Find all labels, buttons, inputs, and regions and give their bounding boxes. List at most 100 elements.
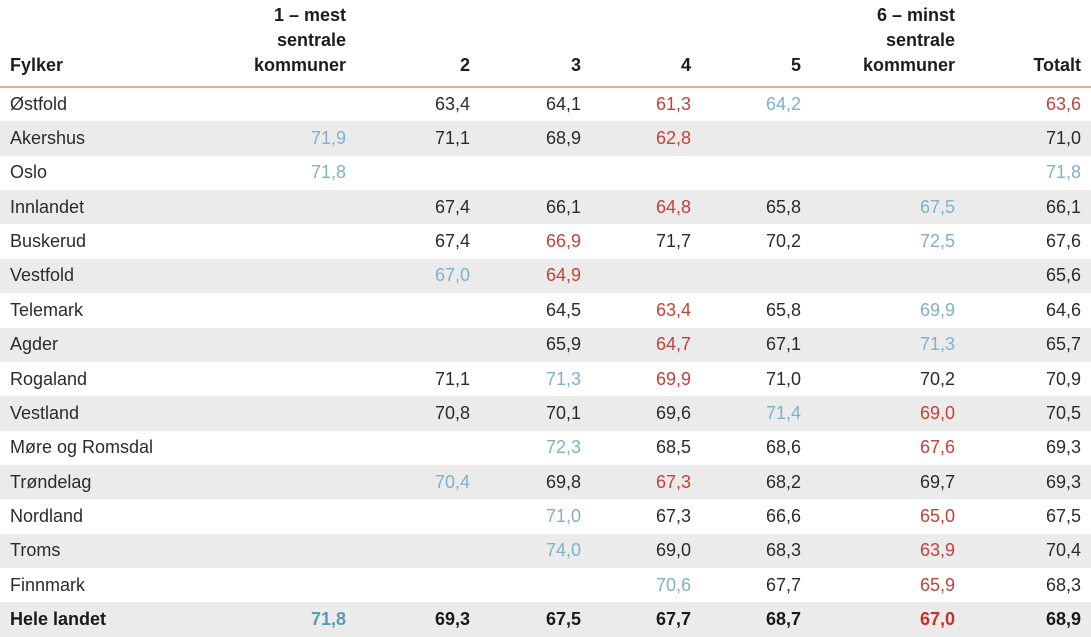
cell-totalt: 70,4	[1045, 540, 1081, 561]
cell-c4: 68,5	[655, 437, 691, 458]
cell-c5	[691, 121, 801, 155]
cell-c5: 67,1	[765, 334, 801, 355]
cell-c3: 65,9	[545, 334, 581, 355]
row-label-fylke: Buskerud	[10, 231, 87, 252]
cell-c1: 71,8	[310, 162, 346, 183]
cell-c2: 67,0	[434, 265, 470, 286]
table-row: Vestland 70,8 70,1 69,6 71,4 69,0 70,5	[0, 396, 1091, 431]
cell-c1	[200, 431, 346, 465]
cell-c5	[691, 156, 801, 190]
cell-c4: 69,0	[655, 540, 691, 561]
table-row: Finnmark 70,6 67,7 65,9 68,3	[0, 568, 1091, 602]
cell-c6: 70,2	[919, 368, 955, 389]
table-row: Troms 74,0 69,0 68,3 63,9 70,4	[0, 533, 1091, 569]
table-row: Innlandet 67,4 66,1 64,8 65,8 67,5 66,1	[0, 190, 1091, 225]
cell-c6: 69,9	[919, 299, 955, 320]
table-row: Akershus 71,9 71,1 68,9 62,8 71,0	[0, 121, 1091, 156]
cell-c4: 71,7	[655, 231, 691, 252]
table-row: Hele landet 71,8 69,3 67,5 67,7 68,7 67,0 68,9	[0, 602, 1091, 637]
cell-c1	[200, 328, 346, 362]
cell-totalt: 69,3	[1045, 437, 1081, 458]
row-label-fylke: Agder	[10, 334, 59, 355]
cell-c1	[200, 293, 346, 327]
cell-c6: 69,7	[919, 471, 955, 492]
cell-totalt: 70,9	[1045, 368, 1081, 389]
cell-c5: 68,3	[765, 540, 801, 561]
cell-totalt: 70,5	[1045, 402, 1081, 423]
cell-c1	[200, 499, 346, 533]
table-row: Agder 65,9 64,7 67,1 71,3 65,7	[0, 327, 1091, 362]
cell-totalt: 65,7	[1045, 334, 1081, 355]
cell-c4	[581, 156, 691, 190]
cell-c3: 66,1	[545, 196, 581, 217]
cell-c4: 64,8	[655, 196, 691, 217]
column-header-4: 4	[581, 0, 691, 88]
cell-c3: 71,0	[545, 505, 581, 526]
cell-c2: 69,3	[434, 609, 470, 630]
cell-c4: 67,3	[655, 471, 691, 492]
cell-c1	[200, 362, 346, 396]
cell-c3: 66,9	[545, 231, 581, 252]
cell-c4: 69,6	[655, 402, 691, 423]
table-row: Oslo 71,8 71,8	[0, 156, 1091, 190]
cell-c5: 68,7	[765, 609, 801, 630]
cell-c1	[200, 534, 346, 568]
cell-c6	[801, 121, 955, 155]
row-label-fylke: Innlandet	[10, 196, 85, 217]
cell-c5: 70,2	[765, 231, 801, 252]
cell-c2: 71,1	[434, 368, 470, 389]
cell-totalt: 71,0	[1045, 128, 1081, 149]
cell-c5: 71,0	[765, 368, 801, 389]
row-label-fylke: Nordland	[10, 505, 84, 526]
cell-c4: 63,4	[655, 299, 691, 320]
cell-c6: 71,3	[919, 334, 955, 355]
table-row: Østfold 63,4 64,1 61,3 64,2 63,6	[0, 87, 1091, 121]
cell-totalt: 64,6	[1045, 299, 1081, 320]
cell-c4: 67,3	[655, 505, 691, 526]
cell-c4: 67,7	[655, 609, 691, 630]
row-label-fylke: Finnmark	[10, 574, 86, 595]
column-header-3: 3	[470, 0, 581, 88]
cell-c3	[470, 156, 581, 190]
table-row: Telemark 64,5 63,4 65,8 69,9 64,6	[0, 293, 1091, 327]
cell-c2	[346, 293, 470, 327]
cell-c6: 65,0	[919, 505, 955, 526]
cell-c3: 64,9	[545, 265, 581, 286]
cell-c4: 69,9	[655, 368, 691, 389]
cell-c1	[200, 396, 346, 430]
cell-totalt: 67,6	[1045, 231, 1081, 252]
cell-c6: 69,0	[919, 402, 955, 423]
cell-c6	[801, 259, 955, 293]
cell-c5: 65,8	[765, 196, 801, 217]
cell-c5: 64,2	[765, 94, 801, 115]
cell-c3: 72,3	[545, 437, 581, 458]
cell-c5: 67,7	[765, 574, 801, 595]
cell-c6: 67,0	[919, 609, 955, 630]
column-header-2: 2	[346, 0, 470, 88]
cell-c5: 66,6	[765, 505, 801, 526]
cell-c1	[200, 224, 346, 258]
cell-totalt: 69,3	[1045, 471, 1081, 492]
cell-c3: 71,3	[545, 368, 581, 389]
cell-c6	[801, 87, 955, 121]
cell-totalt: 71,8	[1045, 162, 1081, 183]
table-row: Møre og Romsdal 72,3 68,5 68,6 67,6 69,3	[0, 431, 1091, 465]
table-row: Rogaland 71,1 71,3 69,9 71,0 70,2 70,9	[0, 362, 1091, 396]
table-row: Trøndelag 70,4 69,8 67,3 68,2 69,7 69,3	[0, 464, 1091, 500]
row-label-fylke: Hele landet	[10, 609, 107, 630]
cell-c5: 68,2	[765, 471, 801, 492]
table-header: Fylker 1 – mest sentrale kommuner 2 3 4 …	[0, 0, 1091, 88]
cell-c2: 70,8	[434, 402, 470, 423]
cell-totalt: 63,6	[1045, 94, 1081, 115]
cell-c3: 69,8	[545, 471, 581, 492]
row-label-fylke: Akershus	[10, 128, 86, 149]
column-header-6-minst-sentrale-kommuner: 6 – minst sentrale kommuner	[801, 0, 955, 88]
row-label-fylke: Vestland	[10, 402, 80, 423]
column-header-totalt: Totalt	[955, 0, 1091, 88]
cell-c6	[801, 156, 955, 190]
cell-c3: 74,0	[545, 540, 581, 561]
cell-c2	[346, 568, 470, 602]
cell-c2	[346, 156, 470, 190]
cell-c5: 65,8	[765, 299, 801, 320]
